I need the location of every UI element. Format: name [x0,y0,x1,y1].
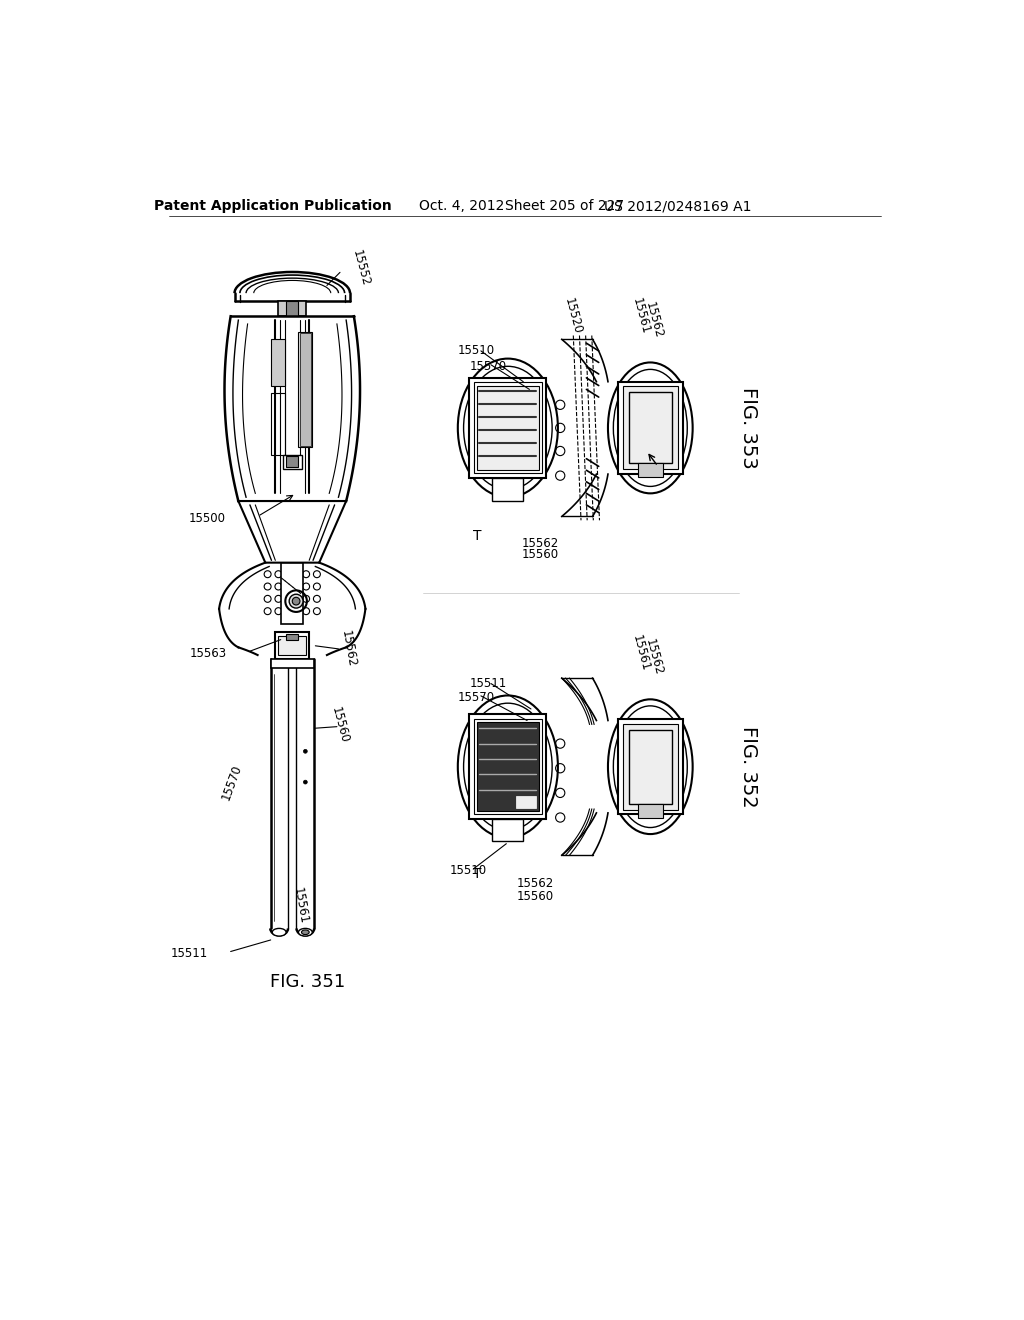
Text: Oct. 4, 2012: Oct. 4, 2012 [419,199,505,213]
Ellipse shape [613,706,687,828]
Text: 15570: 15570 [219,763,245,801]
Bar [515,796,536,808]
Bar [279,636,306,655]
Text: FIG. 352: FIG. 352 [739,726,758,808]
Bar [270,393,285,455]
Bar [617,381,683,474]
Ellipse shape [272,928,286,936]
Text: 15561: 15561 [630,634,651,672]
Text: 15562: 15562 [521,537,559,550]
Text: 15562: 15562 [339,630,357,668]
Text: 15562: 15562 [643,301,665,339]
Text: 15511: 15511 [170,946,208,960]
Bar [617,719,683,814]
Bar [270,339,285,385]
Bar [623,723,678,810]
Bar [298,331,312,447]
Bar [477,722,539,810]
Bar [279,301,306,317]
Text: 15562: 15562 [516,878,553,890]
Bar [286,635,298,640]
Bar [474,383,542,474]
Text: FIG. 351: FIG. 351 [270,973,345,991]
Text: 15570: 15570 [469,360,507,372]
Text: 15563: 15563 [189,647,226,660]
Bar [282,562,303,624]
Bar [477,385,539,470]
Bar [270,659,313,668]
Text: 15561: 15561 [630,297,651,335]
Ellipse shape [458,696,558,838]
Text: T: T [473,529,481,543]
Ellipse shape [464,704,552,830]
Text: 15552: 15552 [350,249,372,288]
Text: US 2012/0248169 A1: US 2012/0248169 A1 [603,199,751,213]
Text: T: T [473,867,481,882]
Text: 15511: 15511 [469,677,507,690]
Text: FIG. 353: FIG. 353 [739,387,758,469]
Ellipse shape [289,594,303,609]
Text: 15510: 15510 [451,865,487,878]
Text: 15560: 15560 [330,705,351,744]
Bar [638,804,663,817]
Ellipse shape [608,700,692,834]
Bar [283,455,301,469]
Bar [629,730,672,804]
Bar [493,818,523,841]
Text: 15560: 15560 [521,548,559,561]
Text: Sheet 205 of 227: Sheet 205 of 227 [505,199,624,213]
Text: Patent Application Publication: Patent Application Publication [155,199,392,213]
Text: 15510: 15510 [458,345,495,358]
Ellipse shape [613,370,687,487]
Text: 15561: 15561 [291,886,309,925]
Ellipse shape [464,367,552,490]
Bar [474,719,542,814]
Ellipse shape [608,363,692,494]
Bar [629,392,672,463]
Text: 15500: 15500 [189,512,226,525]
Polygon shape [239,502,346,562]
Bar [286,301,298,317]
Bar [623,387,678,470]
Bar [275,632,309,659]
Bar [286,457,298,467]
Ellipse shape [292,597,300,605]
Bar [300,333,310,446]
Text: 15570: 15570 [458,690,495,704]
Ellipse shape [303,780,307,784]
Bar [638,463,663,478]
Bar [493,478,523,502]
Text: 15562: 15562 [643,638,665,676]
Text: 15520: 15520 [562,297,585,335]
Ellipse shape [303,750,307,754]
Ellipse shape [298,928,312,936]
Ellipse shape [301,929,309,935]
Ellipse shape [458,359,558,498]
Text: 15560: 15560 [516,890,553,903]
Bar [469,714,547,818]
Bar [469,378,547,478]
